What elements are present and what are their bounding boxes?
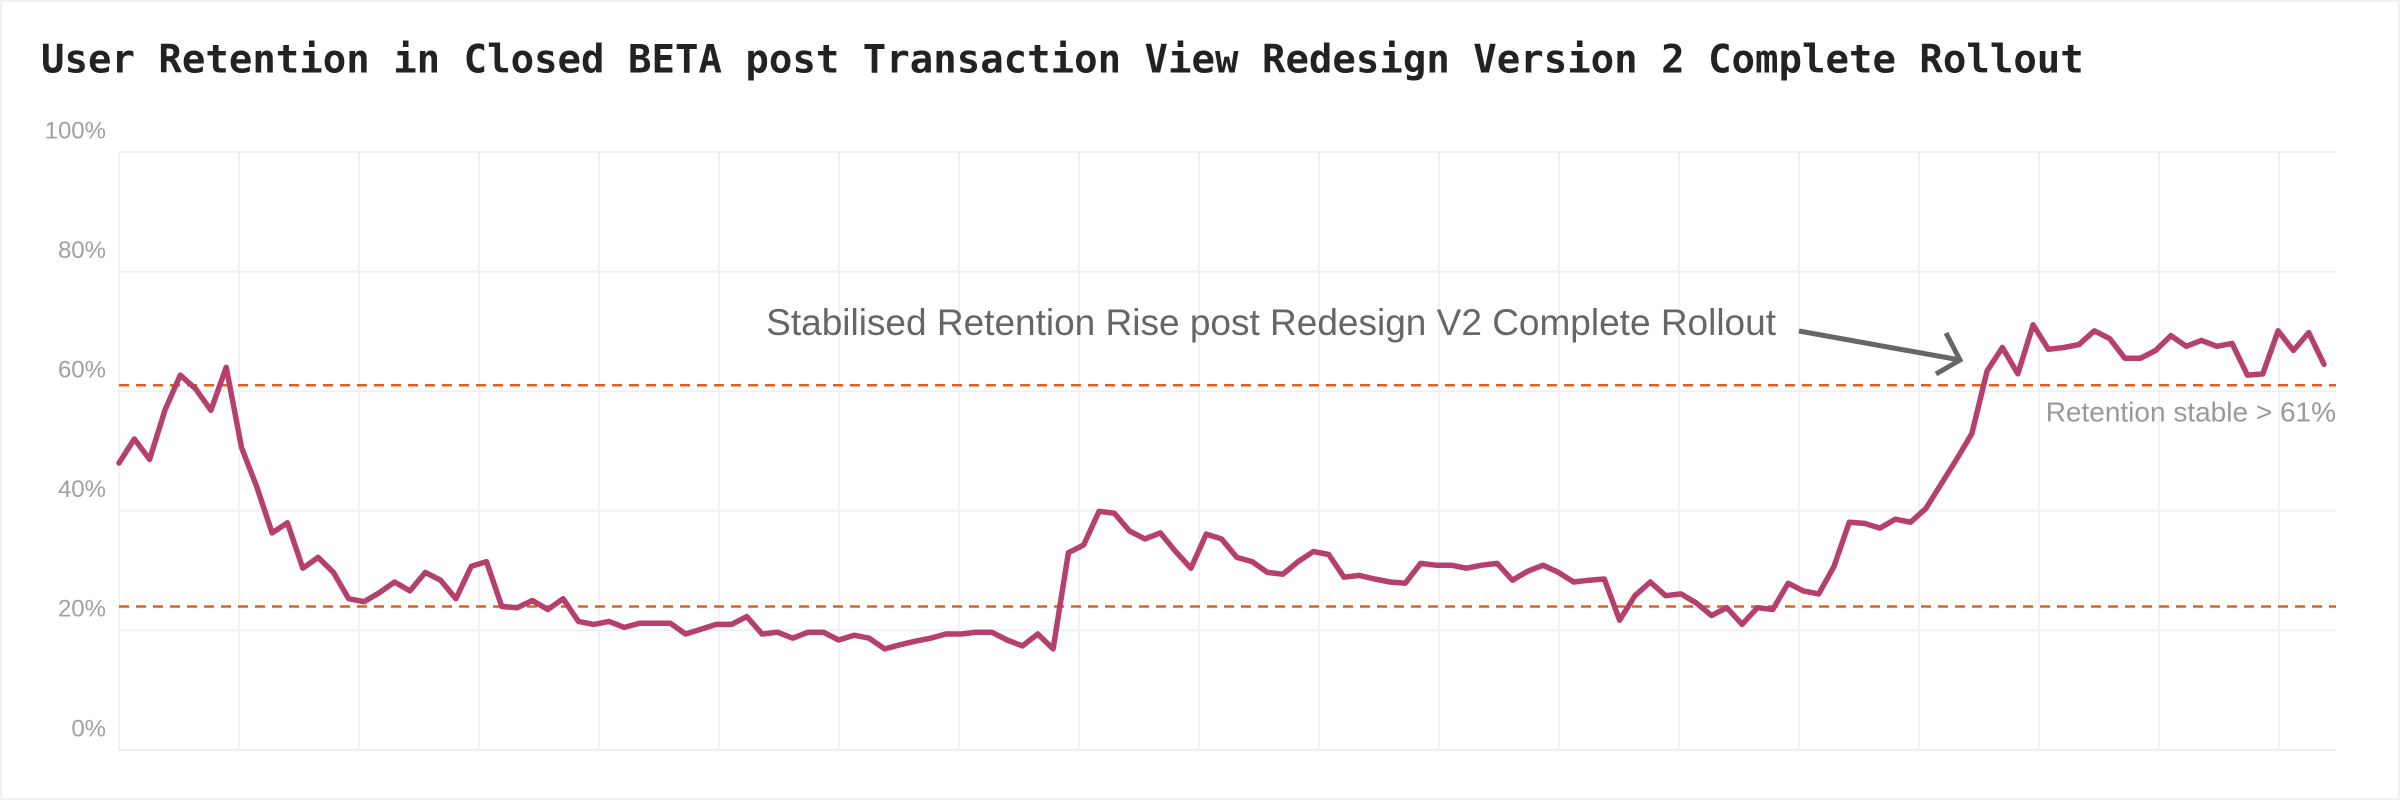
chart-title: User Retention in Closed BETA post Trans… xyxy=(41,38,2084,83)
y-tick-label: 80% xyxy=(58,237,106,264)
y-tick-label: 0% xyxy=(71,715,106,742)
y-tick-label: 20% xyxy=(58,596,106,623)
annotation: Stabilised Retention Rise post Redesign … xyxy=(766,302,1777,343)
annotation: Retention stable > 61% xyxy=(2046,396,2336,427)
y-tick-label: 100% xyxy=(45,117,106,144)
y-tick-label: 40% xyxy=(58,476,106,503)
annotation-arrow xyxy=(1798,328,1961,363)
series-line xyxy=(116,322,2327,652)
y-tick-label: 60% xyxy=(58,357,106,384)
grid: 0% 20% 40% 60% 80% 100% xyxy=(45,117,2336,751)
annotation-arrowhead xyxy=(1934,331,1964,377)
plot xyxy=(116,322,2327,652)
reference-lines xyxy=(119,383,2336,608)
